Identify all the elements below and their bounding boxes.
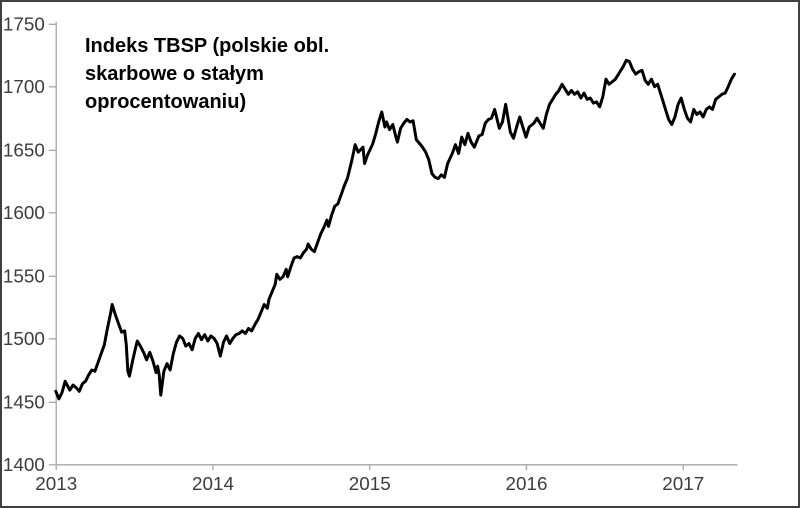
chart-title-line-2: skarbowe o stałym: [85, 63, 264, 85]
y-tick-label: 1400: [3, 454, 45, 475]
x-tick-label: 2015: [349, 473, 391, 494]
chart-title-line-3: oprocentowaniu): [85, 91, 247, 113]
y-tick-label: 1450: [3, 391, 45, 412]
x-tick-label: 2014: [192, 473, 234, 494]
x-tick-label: 2016: [506, 473, 548, 494]
y-tick-label: 1650: [3, 139, 45, 160]
y-tick-label: 1550: [3, 265, 45, 286]
tick-marks: [48, 23, 684, 471]
x-tick-label: 2017: [662, 473, 704, 494]
y-tick-label: 1500: [3, 328, 45, 349]
chart-title-line-1: Indeks TBSP (polskie obl.: [85, 35, 330, 57]
y-tick-label: 1600: [3, 202, 45, 223]
x-tick-label: 2013: [35, 473, 77, 494]
y-tick-label: 1700: [3, 76, 45, 97]
index-line-series: [54, 58, 736, 401]
chart-title: Indeks TBSP (polskie obl. skarbowe o sta…: [85, 32, 355, 116]
y-tick-label: 1750: [3, 13, 45, 34]
tick-labels: 1400 1450 1500 1550 1600 1650 1700 1750 2013 2014…: [3, 13, 704, 494]
